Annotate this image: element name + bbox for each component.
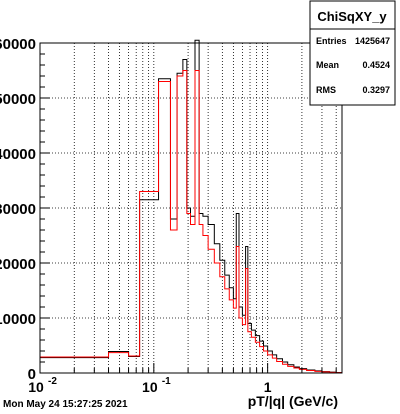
stats-rms-label: RMS [316, 85, 336, 95]
y-tick-label: 50000 [0, 91, 36, 108]
x-tick-label: 10 [142, 379, 158, 395]
stats-title: ChiSqXY_y [317, 9, 387, 24]
axes: 10-210-110100002000030000400005000060000 [0, 36, 337, 395]
x-tick-label: 1 [264, 379, 272, 395]
stats-mean-value: 0.4524 [362, 60, 390, 70]
stats-box: ChiSqXY_y Entries 1425647 Mean 0.4524 RM… [309, 0, 396, 106]
x-tick-exponent: -2 [48, 376, 57, 387]
x-tick-label: 10 [28, 379, 44, 395]
series-layer [40, 39, 342, 374]
histogram-series-1 [40, 39, 342, 374]
y-tick-label: 20000 [0, 256, 36, 273]
stats-entries-label: Entries [316, 36, 347, 46]
y-tick-label: 30000 [0, 201, 36, 218]
stats-mean-label: Mean [316, 60, 339, 70]
y-tick-label: 60000 [0, 36, 36, 53]
stats-rms-value: 0.3297 [362, 85, 390, 95]
y-tick-label: 0 [28, 366, 36, 383]
x-tick-exponent: -1 [162, 376, 171, 387]
histogram-series-2 [40, 70, 342, 374]
stats-entries-value: 1425647 [355, 36, 390, 46]
timestamp: Mon May 24 15:27:25 2021 [3, 399, 128, 410]
x-axis-label: pT/|q| (GeV/c) [248, 393, 338, 409]
y-tick-label: 40000 [0, 146, 36, 163]
